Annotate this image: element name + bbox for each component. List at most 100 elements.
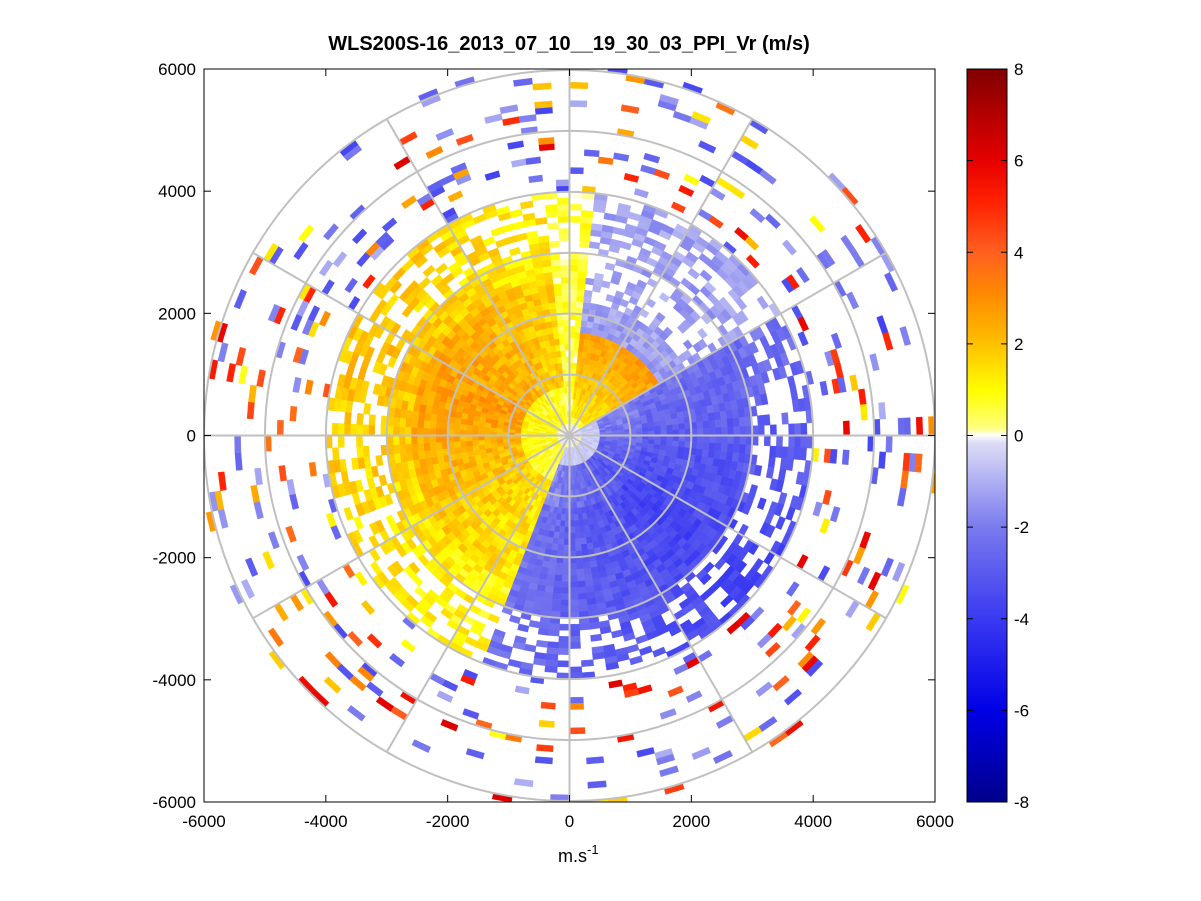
velocity-cell — [745, 254, 760, 269]
velocity-cell — [715, 427, 723, 436]
velocity-cell — [435, 428, 443, 436]
velocity-cell — [819, 518, 831, 534]
velocity-cell — [822, 489, 832, 506]
velocity-cell — [414, 586, 428, 599]
velocity-cell — [417, 442, 425, 452]
velocity-cell — [552, 586, 562, 594]
velocity-cell — [580, 537, 587, 545]
velocity-cell — [546, 289, 556, 298]
velocity-cell — [562, 301, 570, 309]
velocity-cell — [356, 424, 363, 436]
velocity-cell — [548, 301, 557, 310]
velocity-cell — [346, 705, 366, 722]
velocity-cell — [720, 443, 728, 453]
velocity-cell — [545, 210, 559, 218]
velocity-cell — [556, 197, 570, 205]
velocity-cell — [755, 681, 773, 697]
velocity-cell — [629, 655, 644, 666]
colorbar-tick-label: 0 — [1014, 427, 1023, 446]
velocity-cell — [392, 444, 401, 455]
velocity-cell — [484, 426, 491, 432]
velocity-cell — [558, 532, 565, 540]
velocity-cell — [435, 435, 443, 443]
velocity-cell — [654, 425, 661, 432]
velocity-cell — [547, 567, 556, 576]
velocity-cell — [648, 439, 655, 445]
velocity-cell — [411, 443, 419, 453]
velocity-cell — [435, 448, 444, 457]
velocity-cell — [557, 538, 565, 546]
velocity-cell — [782, 239, 797, 256]
velocity-cell — [349, 423, 357, 436]
velocity-cell — [579, 228, 592, 236]
velocity-cell — [708, 215, 724, 229]
chart-title: WLS200S-16_2013_07_10__19_30_03_PPI_Vr (… — [328, 33, 809, 55]
velocity-cell — [545, 659, 558, 667]
velocity-cell — [423, 412, 432, 422]
velocity-cell — [484, 443, 492, 450]
x-axis-label: m.s-1 — [558, 842, 599, 866]
velocity-cell — [608, 679, 623, 689]
velocity-cell — [454, 446, 462, 454]
velocity-cell — [560, 587, 570, 595]
velocity-cell — [569, 642, 581, 649]
velocity-cell — [620, 104, 640, 114]
velocity-cell — [575, 562, 584, 570]
velocity-cell — [569, 599, 579, 607]
velocity-cell — [550, 604, 561, 613]
velocity-cell — [697, 327, 708, 340]
x-tick-label: -6000 — [182, 812, 225, 831]
velocity-cell — [581, 659, 594, 667]
velocity-cell — [800, 422, 808, 436]
velocity-cell — [405, 418, 413, 428]
velocity-cell — [756, 633, 773, 649]
x-tick-label: 4000 — [794, 812, 832, 831]
velocity-cell — [465, 440, 473, 447]
velocity-cell — [569, 81, 589, 90]
velocity-cell — [368, 424, 376, 436]
velocity-cell — [423, 449, 432, 459]
velocity-cell — [484, 439, 491, 445]
velocity-cell — [788, 435, 796, 448]
velocity-cell — [691, 111, 711, 125]
velocity-cell — [562, 562, 570, 570]
velocity-cell — [928, 416, 935, 436]
velocity-cell — [776, 435, 783, 447]
velocity-cell — [540, 701, 556, 710]
velocity-cell — [357, 666, 375, 682]
y-tick-label: 2000 — [158, 304, 196, 323]
velocity-cell — [760, 371, 770, 384]
y-tick-label: 4000 — [158, 182, 196, 201]
velocity-cell — [611, 270, 623, 280]
velocity-cell — [588, 241, 601, 250]
velocity-cell — [552, 592, 562, 600]
velocity-cell — [660, 440, 668, 446]
velocity-cell — [617, 429, 625, 434]
velocity-cell — [853, 546, 866, 565]
velocity-cell — [343, 423, 351, 436]
velocity-cell — [560, 593, 570, 601]
velocity-cell — [323, 676, 342, 694]
velocity-cell — [727, 435, 735, 445]
velocity-cell — [465, 424, 473, 431]
velocity-cell — [578, 525, 585, 533]
velocity-cell — [733, 435, 741, 445]
velocity-cell — [726, 443, 734, 453]
velocity-cell — [453, 440, 461, 448]
colorbar-tick-label: -6 — [1014, 701, 1029, 720]
velocity-cell — [555, 350, 562, 358]
velocity-cell — [337, 435, 345, 448]
velocity-cell — [552, 271, 562, 279]
velocity-cell — [573, 507, 579, 515]
velocity-cell — [633, 188, 649, 199]
velocity-cell — [611, 629, 624, 639]
y-tick-label: -2000 — [153, 549, 196, 568]
velocity-cell — [667, 685, 684, 698]
velocity-cell — [582, 301, 591, 310]
velocity-cell — [557, 215, 570, 223]
velocity-cell — [331, 422, 339, 436]
velocity-cell — [577, 271, 587, 279]
velocity-cell — [695, 414, 704, 423]
velocity-cell — [548, 240, 560, 248]
velocity-cell — [416, 427, 424, 436]
